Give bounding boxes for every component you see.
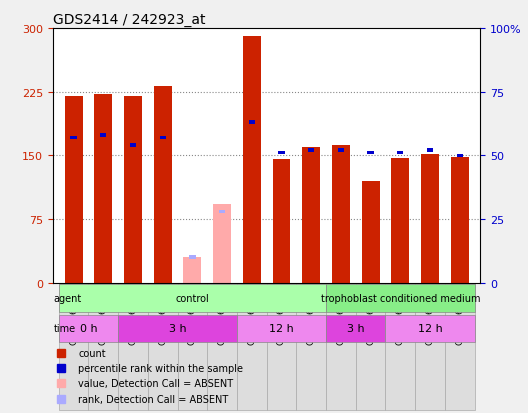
Text: 0 h: 0 h xyxy=(80,323,97,334)
FancyBboxPatch shape xyxy=(356,283,385,410)
Text: trophoblast conditioned medium: trophoblast conditioned medium xyxy=(320,293,480,303)
Bar xyxy=(332,146,350,283)
FancyBboxPatch shape xyxy=(326,283,356,410)
FancyBboxPatch shape xyxy=(296,283,326,410)
Bar xyxy=(65,97,82,283)
FancyBboxPatch shape xyxy=(237,283,267,410)
Bar xyxy=(451,158,469,283)
FancyBboxPatch shape xyxy=(118,315,237,342)
FancyBboxPatch shape xyxy=(445,283,475,410)
Text: control: control xyxy=(175,293,209,303)
FancyBboxPatch shape xyxy=(415,283,445,410)
Bar xyxy=(189,256,195,259)
FancyBboxPatch shape xyxy=(326,285,475,312)
Bar xyxy=(95,95,112,283)
Text: GDS2414 / 242923_at: GDS2414 / 242923_at xyxy=(53,12,205,26)
Bar xyxy=(308,149,314,152)
Bar xyxy=(278,152,285,155)
FancyBboxPatch shape xyxy=(267,283,296,410)
Text: rank, Detection Call = ABSENT: rank, Detection Call = ABSENT xyxy=(79,394,229,404)
Bar xyxy=(427,149,433,152)
Bar xyxy=(219,210,225,214)
Bar xyxy=(338,149,344,152)
Bar xyxy=(303,147,320,283)
Text: count: count xyxy=(79,348,106,358)
Bar xyxy=(421,154,439,283)
Bar xyxy=(397,152,403,155)
FancyBboxPatch shape xyxy=(118,283,148,410)
FancyBboxPatch shape xyxy=(89,283,118,410)
Text: agent: agent xyxy=(53,293,82,303)
FancyBboxPatch shape xyxy=(59,283,89,410)
Bar xyxy=(100,134,107,137)
Bar xyxy=(154,86,172,283)
Bar xyxy=(124,97,142,283)
FancyBboxPatch shape xyxy=(148,283,177,410)
Text: 3 h: 3 h xyxy=(347,323,364,334)
Text: percentile rank within the sample: percentile rank within the sample xyxy=(79,363,243,373)
Bar xyxy=(213,205,231,283)
Bar xyxy=(272,160,290,283)
Text: 12 h: 12 h xyxy=(269,323,294,334)
Text: 12 h: 12 h xyxy=(418,323,442,334)
FancyBboxPatch shape xyxy=(385,315,475,342)
Text: value, Detection Call = ABSENT: value, Detection Call = ABSENT xyxy=(79,378,233,388)
FancyBboxPatch shape xyxy=(237,315,326,342)
Bar xyxy=(159,136,166,140)
FancyBboxPatch shape xyxy=(385,283,415,410)
Bar xyxy=(249,121,255,125)
FancyBboxPatch shape xyxy=(59,315,118,342)
FancyBboxPatch shape xyxy=(207,283,237,410)
Bar xyxy=(70,136,77,140)
Bar xyxy=(457,154,463,158)
FancyBboxPatch shape xyxy=(59,285,326,312)
Bar xyxy=(184,257,201,283)
FancyBboxPatch shape xyxy=(177,283,207,410)
Bar xyxy=(130,144,136,147)
FancyBboxPatch shape xyxy=(326,315,385,342)
Bar xyxy=(391,159,409,283)
Text: 3 h: 3 h xyxy=(169,323,186,334)
Bar xyxy=(243,37,261,283)
Text: time: time xyxy=(53,323,76,334)
Bar xyxy=(362,181,380,283)
Bar xyxy=(367,152,374,155)
